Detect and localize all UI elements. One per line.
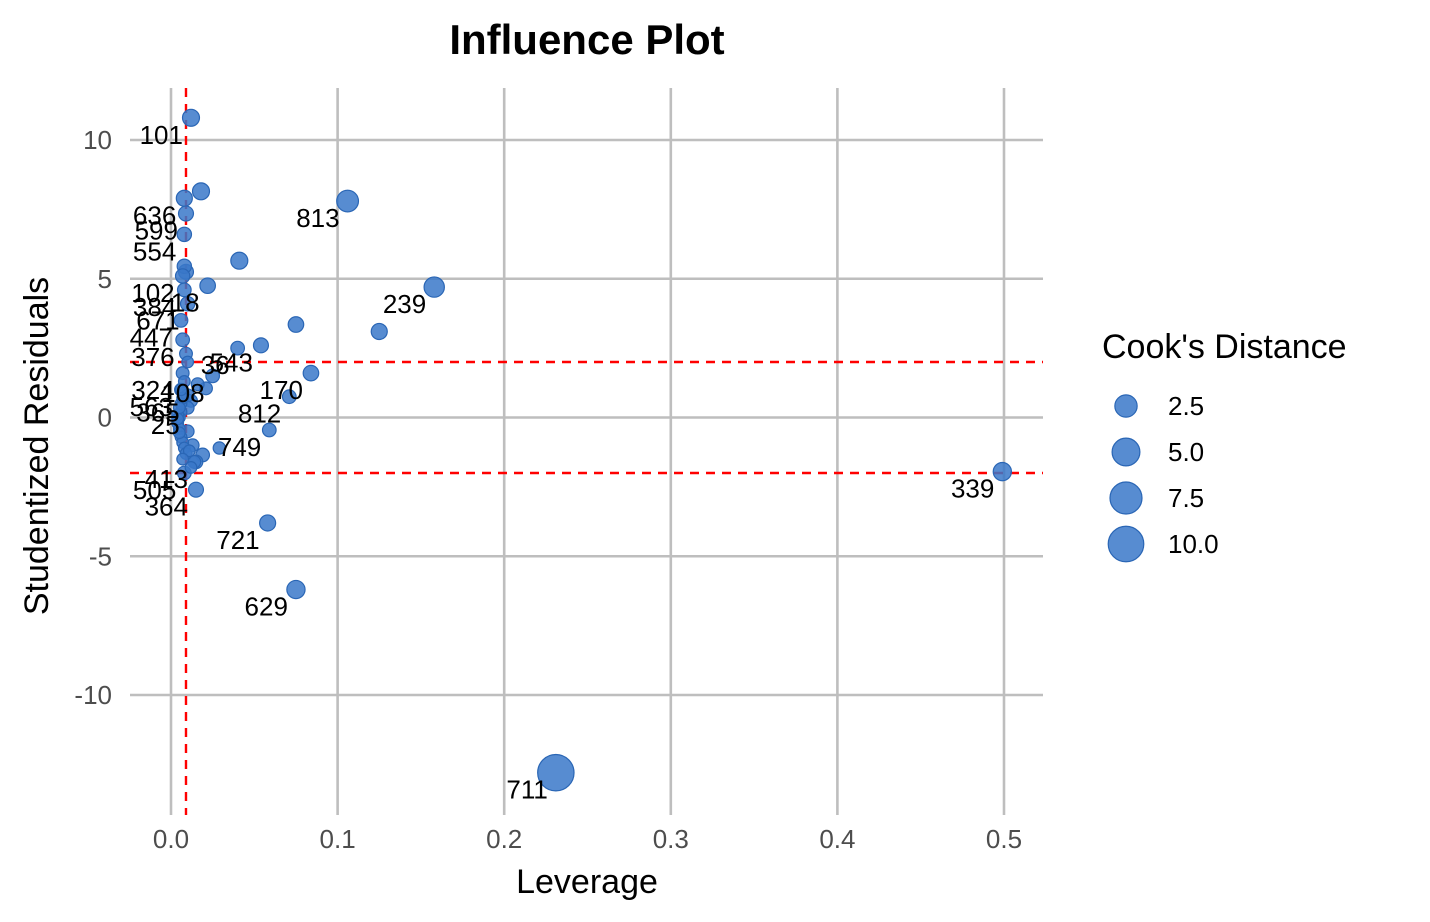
legend-title: Cook's Distance [1102,328,1347,366]
point-label: 384 [133,292,176,322]
legend-label: 2.5 [1168,391,1204,421]
point-label: 108 [161,378,204,408]
y-tick-label: 5 [98,264,112,294]
data-point [179,295,196,312]
data-point [212,441,227,455]
point-label: 170 [260,375,303,405]
x-axis-title: Leverage [516,863,658,901]
data-point [175,332,191,348]
data-point [175,189,193,207]
point-label: 563 [130,392,173,422]
data-point [281,389,297,405]
point-label: 364 [145,492,188,522]
point-label: 413 [145,464,188,494]
legend-label: 10.0 [1168,529,1219,559]
x-tick-label: 0.0 [153,824,189,854]
point-label: 749 [218,432,261,462]
point-label: 239 [383,289,426,319]
data-point [261,422,277,438]
data-point [172,426,186,440]
point-label: 813 [296,203,339,233]
data-point [182,444,196,458]
point-label: 711 [506,775,547,805]
point-label: 376 [131,342,174,372]
data-point [287,316,305,333]
data-point [336,189,360,213]
data-point [173,312,189,328]
point-label: 25 [151,410,180,440]
legend-label: 7.5 [1168,483,1204,513]
x-tick-labels: 0.0 0.1 0.2 0.3 0.4 0.5 [153,824,1022,854]
data-point [176,282,192,298]
data-point [177,205,195,222]
legend-key [1109,481,1143,515]
reference-lines [130,88,1043,815]
y-axis-title: Studentized Residuals [18,277,56,615]
data-point [174,268,191,284]
x-tick-label: 0.5 [986,824,1022,854]
y-tick-label: 10 [83,125,112,155]
data-point [259,514,277,532]
legend: Cook's Distance 2.5 5.0 7.5 10.0 [1102,328,1347,563]
data-point [172,401,186,415]
point-label: 101 [140,120,183,150]
data-point [187,481,205,498]
point-label: 554 [133,236,176,266]
point-label: 636 [133,200,176,230]
data-point [176,226,193,243]
grid-lines [130,88,1043,815]
data-point [992,461,1013,482]
data-point [537,753,575,792]
data-point [176,452,190,466]
point-label: 543 [210,347,253,377]
point-label: 365 [136,397,179,427]
point-label: 812 [238,399,281,429]
x-tick-label: 0.4 [819,824,855,854]
data-point [423,276,445,298]
x-tick-label: 0.1 [320,824,356,854]
data-point [370,322,388,341]
point-label: 629 [245,592,288,622]
y-tick-label: -5 [89,541,112,571]
data-points [171,108,1013,792]
y-tick-label: -10 [74,680,112,710]
data-point [286,579,306,600]
data-point [252,337,270,354]
data-point [190,377,205,392]
point-label: 324 [131,375,174,405]
data-point [191,182,211,201]
point-label: 671 [136,306,179,336]
y-tick-label: 0 [98,403,112,433]
point-label: 339 [951,474,994,504]
data-point [199,277,217,295]
data-point [205,368,221,384]
data-point [184,461,198,474]
point-label: 447 [130,322,173,352]
point-label: 102 [131,278,174,308]
point-label: 18 [171,288,200,318]
chart-title: Influence Plot [449,16,724,63]
point-label: 721 [216,525,259,555]
data-point [181,355,195,369]
x-tick-label: 0.2 [486,824,522,854]
point-label: 599 [135,216,178,246]
legend-key [1114,394,1138,418]
point-label: 36 [201,350,230,380]
data-point [181,108,201,127]
data-point [230,340,246,356]
x-tick-label: 0.3 [653,824,689,854]
data-point [174,383,188,397]
point-label: 505 [133,475,176,505]
data-point [302,364,320,382]
y-tick-labels: 10 5 0 -5 -10 [74,125,112,710]
data-point [230,251,249,270]
legend-label: 5.0 [1168,437,1204,467]
legend-key [1107,525,1145,563]
legend-key [1111,437,1141,467]
